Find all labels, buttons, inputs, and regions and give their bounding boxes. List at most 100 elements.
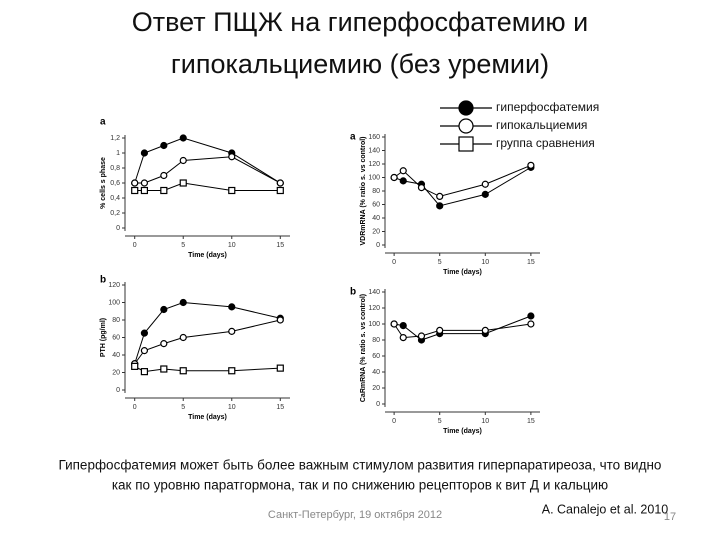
marker [276, 179, 284, 187]
marker [160, 365, 168, 373]
series-line [134, 182, 281, 191]
x-tick-label: 5 [181, 242, 185, 249]
marker [140, 179, 149, 187]
y-tick-label: 140 [368, 289, 380, 296]
marker [179, 367, 187, 375]
x-axis-label: Time (days) [188, 252, 227, 259]
marker [228, 153, 236, 161]
y-tick-label: 120 [108, 282, 120, 289]
marker [140, 368, 149, 376]
y-tick-label: 120 [368, 161, 380, 168]
x-tick-label: 15 [276, 242, 284, 249]
caption-line: как по уровню паратгормона, так и по сни… [112, 478, 608, 493]
y-tick-label: 60 [112, 334, 120, 341]
marker [160, 141, 168, 150]
y-axis-label: PTH (pg/ml) [100, 318, 107, 357]
marker [228, 303, 236, 311]
marker [399, 334, 407, 342]
y-tick-label: 1 [116, 150, 120, 157]
x-tick-label: 0 [392, 418, 396, 425]
panel-label: b [350, 287, 356, 298]
title: Ответ ПЩЖ на гиперфосфатемию и гипокальци… [132, 7, 588, 79]
legend-label: группа сравнения [496, 136, 595, 150]
x-tick-label: 15 [527, 259, 535, 266]
x-tick-label: 5 [438, 418, 442, 425]
marker [436, 192, 444, 200]
series-line [393, 323, 531, 339]
marker [160, 171, 168, 180]
x-tick-label: 0 [133, 404, 137, 411]
marker [228, 367, 236, 375]
panel-label: a [350, 132, 356, 143]
panel-label: a [100, 117, 106, 128]
marker [228, 327, 236, 335]
marker [140, 149, 149, 157]
y-tick-label: 0 [376, 242, 380, 249]
y-tick-label: 40 [372, 369, 380, 376]
y-tick-label: 100 [368, 174, 380, 181]
marker [390, 173, 398, 182]
marker [399, 177, 407, 185]
marker [527, 320, 535, 328]
marker [131, 179, 139, 187]
page-number: 17 [664, 511, 676, 523]
marker [527, 312, 535, 320]
x-axis-label: Time (days) [188, 414, 227, 421]
marker [276, 316, 284, 324]
y-tick-label: 120 [368, 305, 380, 312]
y-tick-label: 0 [376, 401, 380, 408]
y-tick-label: 100 [108, 299, 120, 306]
y-tick-label: 80 [112, 317, 120, 324]
y-tick-label: 1,2 [110, 135, 120, 142]
y-tick-label: 100 [368, 321, 380, 328]
y-axis-label: VDRmRNA (% ratio s. vs control) [360, 136, 367, 245]
marker [417, 184, 426, 192]
series-line [393, 166, 532, 207]
marker [390, 320, 398, 328]
marker [458, 136, 474, 152]
marker [140, 329, 149, 337]
marker [399, 322, 407, 330]
caption-line: Гиперфосфатемия может быть более важным … [59, 458, 662, 473]
x-tick-label: 0 [133, 242, 137, 249]
marker [140, 186, 149, 195]
y-tick-label: 60 [372, 201, 380, 208]
y-tick-label: 80 [372, 188, 380, 195]
marker [179, 134, 187, 142]
citation: A. Canalejo et al. 2010 [542, 502, 669, 516]
legend-label: гипокальциемия [496, 118, 587, 132]
marker [458, 100, 474, 116]
series-line [134, 301, 281, 364]
x-axis-label: Time (days) [443, 428, 482, 435]
y-tick-label: 40 [372, 215, 380, 222]
marker [179, 333, 187, 342]
x-tick-label: 0 [392, 259, 396, 266]
y-tick-label: 0 [116, 225, 120, 232]
series-line [134, 365, 281, 373]
marker [160, 186, 168, 195]
y-tick-label: 0,6 [110, 180, 120, 187]
marker [481, 326, 489, 334]
x-tick-label: 5 [181, 404, 185, 411]
y-axis-label: % cells s phase [100, 157, 107, 209]
y-tick-label: 20 [112, 369, 120, 376]
x-tick-label: 15 [276, 404, 284, 411]
x-tick-label: 10 [228, 404, 236, 411]
x-tick-label: 15 [527, 418, 535, 425]
marker [527, 161, 535, 169]
y-tick-label: 0,2 [110, 210, 120, 217]
y-tick-label: 20 [372, 228, 380, 235]
x-axis-label: Time (days) [443, 269, 482, 276]
y-tick-label: 20 [372, 385, 380, 392]
marker [160, 340, 168, 348]
marker [179, 179, 187, 187]
series-line [393, 164, 532, 197]
footer: Санкт-Петербург, 19 октября 2012 [268, 509, 442, 521]
y-tick-label: 0,8 [110, 165, 120, 172]
y-tick-label: 40 [112, 352, 120, 359]
marker [417, 332, 426, 340]
y-tick-label: 140 [368, 147, 380, 154]
marker [276, 364, 284, 372]
y-tick-label: 160 [368, 134, 380, 141]
